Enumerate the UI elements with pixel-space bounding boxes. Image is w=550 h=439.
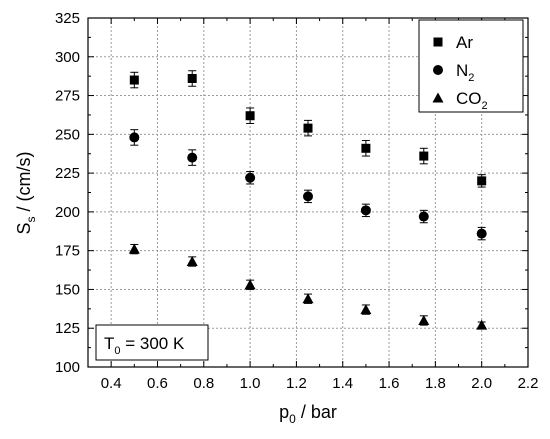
x-tick-label: 0.8: [193, 375, 214, 392]
data-point: [476, 319, 488, 330]
data-point: [361, 143, 371, 153]
x-tick-label: 1.6: [379, 375, 400, 392]
series-ar: [129, 70, 487, 188]
y-tick-label: 250: [55, 126, 80, 143]
data-point: [245, 172, 256, 183]
data-point: [187, 73, 197, 83]
annotation-box: T0 = 300 K: [95, 324, 209, 361]
x-tick-label: 2.2: [518, 375, 539, 392]
x-tick-label: 1.2: [286, 375, 307, 392]
legend-marker: [433, 37, 443, 47]
y-tick-label: 300: [55, 49, 80, 66]
legend-label: CO2: [456, 89, 488, 112]
x-tick-label: 2.0: [471, 375, 492, 392]
y-tick-label: 150: [55, 281, 80, 298]
data-point: [129, 75, 139, 85]
data-point: [418, 314, 430, 325]
y-tick-label: 225: [55, 165, 80, 182]
y-tick-label: 275: [55, 88, 80, 105]
y-tick-label: 175: [55, 243, 80, 260]
legend-marker: [433, 65, 443, 75]
data-point: [302, 293, 314, 304]
series-co2: [128, 243, 488, 330]
series-n2: [129, 129, 487, 241]
data-point: [477, 176, 487, 186]
data-point: [303, 191, 313, 202]
annotation-frame: [95, 324, 209, 361]
y-axis-label-main: S: [14, 222, 34, 234]
legend-label-main: Ar: [456, 33, 473, 52]
legend-label-sub: 2: [482, 100, 488, 112]
x-tick-label: 1.8: [425, 375, 446, 392]
data-point: [186, 256, 198, 267]
legend-label-main: N: [456, 61, 468, 80]
x-tick-label: 0.6: [147, 375, 168, 392]
data-point: [360, 205, 371, 216]
y-axis-label: Ss / (cm/s): [14, 151, 38, 234]
data-point: [187, 152, 198, 163]
legend-label-sub: 2: [468, 72, 474, 84]
legend-entry-n2: N2: [433, 61, 474, 84]
x-tick-label: 0.4: [101, 375, 122, 392]
y-tick-label: 100: [55, 359, 80, 376]
legend-entry-ar: Ar: [433, 33, 473, 52]
data-series: [128, 70, 488, 330]
y-axis-label-rest: / (cm/s): [14, 151, 34, 216]
annotation-main: T: [104, 334, 114, 353]
data-point: [360, 304, 372, 315]
legend-label: N2: [456, 61, 474, 84]
data-point: [245, 111, 255, 121]
annotation-sub: 0: [114, 345, 120, 357]
data-point: [419, 151, 429, 161]
x-tick-label: 1.4: [332, 375, 353, 392]
legend-marker: [432, 92, 444, 103]
x-tick-label: 1.0: [240, 375, 261, 392]
y-tick-label: 325: [55, 10, 80, 27]
legend-entry-co2: CO2: [432, 89, 488, 112]
legend-label-main: CO: [456, 89, 482, 108]
annotation-rest: = 300 K: [121, 334, 185, 353]
data-point: [244, 279, 256, 290]
x-axis-label-main: p: [279, 402, 289, 422]
data-point: [129, 132, 140, 143]
data-point: [128, 243, 140, 254]
y-tick-label: 200: [55, 204, 80, 221]
data-point: [418, 211, 429, 222]
legend-label: Ar: [456, 33, 473, 52]
y-axis-label-sub: s: [24, 216, 38, 222]
y-tick-label: 125: [55, 320, 80, 337]
x-axis-label-rest: / bar: [296, 402, 337, 422]
data-point: [476, 228, 487, 239]
data-point: [303, 123, 313, 133]
axis-ticks: 0.4 0.6 0.8 1.0 1.2 1.4 1.6 1.8 2.0 2.2 100 125 150 1…: [55, 10, 538, 392]
annotation-text: T0 = 300 K: [104, 334, 185, 357]
x-axis-label-sub: 0: [289, 412, 296, 426]
x-axis-label: p0 / bar: [279, 402, 337, 426]
